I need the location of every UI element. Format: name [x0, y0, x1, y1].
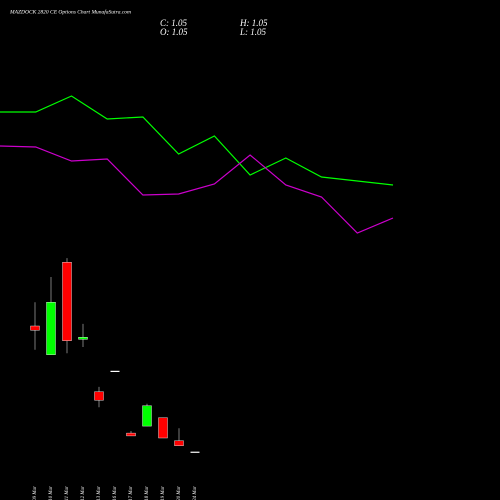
- high-label: H: 1.05: [239, 18, 268, 28]
- x-tick-label: 11 Mar: [65, 486, 70, 500]
- candle-body: [30, 325, 40, 331]
- candle-body: [142, 405, 152, 427]
- x-tick-label: 17 Mar: [129, 486, 134, 500]
- x-tick-label: 24 Mar: [193, 486, 198, 500]
- x-tick-label: 10 Mar: [49, 486, 54, 500]
- chart-title: MAZDOCK 2820 CE Options Chart MunafaSutr…: [9, 8, 131, 15]
- candle-body: [78, 337, 88, 340]
- close-label: C: 1.05: [160, 18, 188, 28]
- x-tick-label: 13 Mar: [97, 486, 102, 500]
- low-label: L: 1.05: [239, 27, 267, 37]
- candle-body: [174, 440, 184, 446]
- x-tick-label: 12 Mar: [81, 486, 86, 500]
- x-tick-label: 20 Mar: [177, 486, 182, 500]
- candle-body: [190, 451, 200, 453]
- candle-body: [110, 370, 120, 372]
- x-tick-label: 09 Mar: [33, 486, 38, 500]
- line: [0, 145, 394, 234]
- candle-body: [94, 391, 104, 401]
- x-tick-label: 19 Mar: [161, 486, 166, 500]
- candle-body: [126, 432, 136, 437]
- line: [0, 95, 394, 186]
- candle-body: [158, 417, 168, 439]
- x-tick-label: 16 Mar: [113, 486, 118, 500]
- candle-body: [46, 302, 56, 355]
- candle-body: [62, 262, 72, 341]
- open-label: O: 1.05: [160, 27, 188, 37]
- x-tick-label: 18 Mar: [145, 486, 150, 500]
